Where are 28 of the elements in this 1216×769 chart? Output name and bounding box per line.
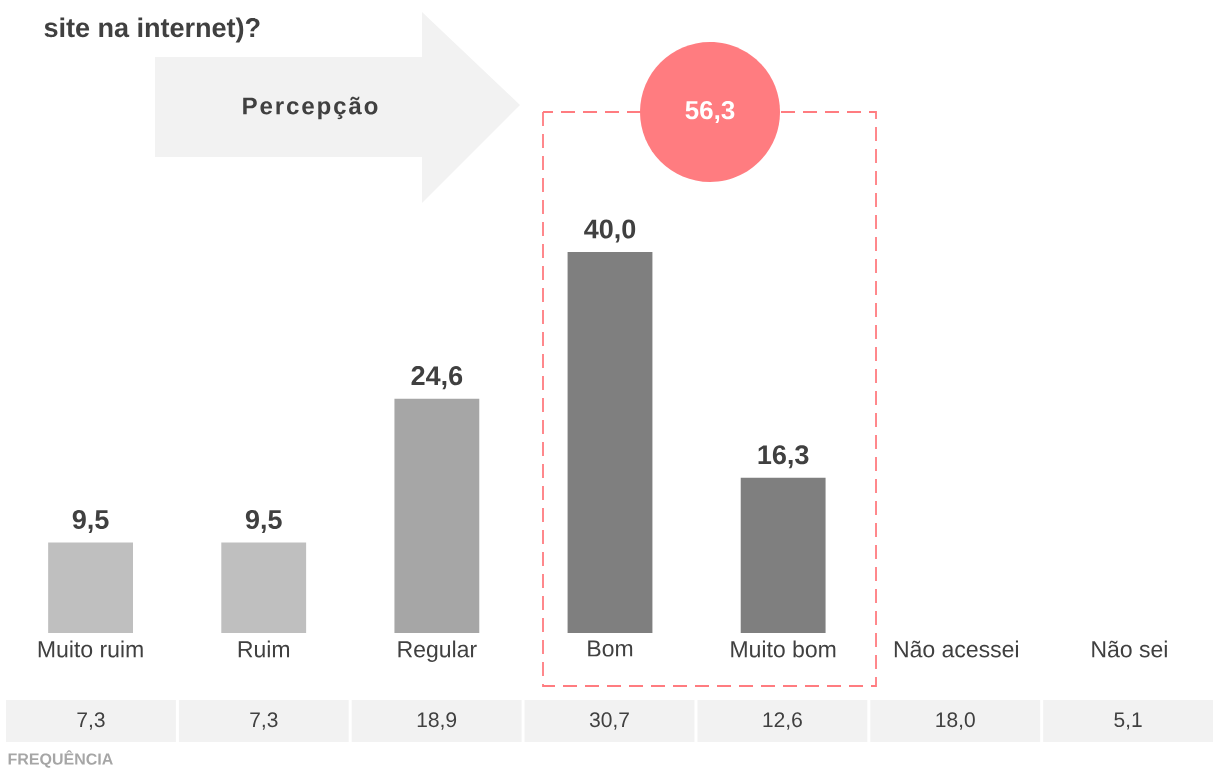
text: 5,1 — [1114, 712, 1142, 730]
x-tick-label: Ruim — [238, 640, 290, 658]
text: 12,6 — [763, 712, 802, 730]
text: 7,3 — [250, 712, 278, 730]
data-label: 9,5 — [245, 509, 282, 533]
data-label: 16,3 — [758, 445, 809, 469]
data-label: 24,6 — [411, 366, 463, 390]
text: 18,0 — [936, 712, 975, 730]
x-tick-label: Muito ruim — [38, 640, 143, 658]
x-tick-label: Não acessei — [894, 640, 1018, 658]
bar — [221, 542, 307, 633]
x-tick-label: Bom — [588, 640, 633, 657]
bar — [567, 252, 653, 633]
x-tick-label: Regular — [398, 640, 477, 662]
x-tick-label: Muito bom — [731, 640, 836, 658]
text: 30,7 — [589, 712, 629, 730]
data-label: 40,0 — [584, 219, 636, 243]
text: 7,3 — [77, 712, 105, 730]
text: 18,9 — [417, 712, 457, 730]
x-tick-label: Não sei — [1092, 640, 1167, 658]
text: FREQUÊNCIA — [8, 750, 113, 768]
bar — [740, 477, 826, 633]
bar — [48, 542, 133, 633]
bar — [394, 398, 480, 633]
text: Percepção — [243, 96, 378, 120]
text: 56,3 — [685, 100, 735, 124]
chart-title: site na internet)? — [44, 17, 260, 43]
data-label: 9,5 — [72, 509, 109, 533]
